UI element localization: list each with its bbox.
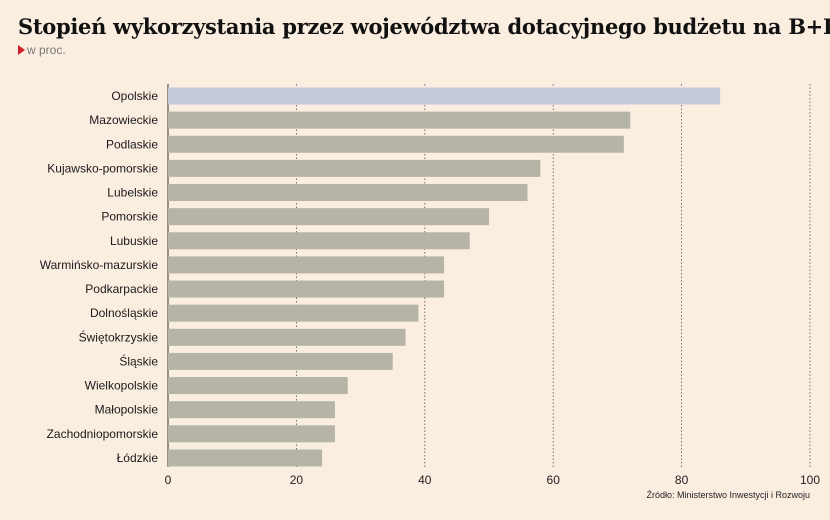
x-axis-ticks: 0 20 40 60 80 100 xyxy=(165,473,821,487)
category-label-7: Warmińsko-mazurskie xyxy=(40,258,159,272)
bar-9 xyxy=(168,304,419,322)
category-label-8: Podkarpackie xyxy=(85,282,158,296)
category-label-13: Małopolskie xyxy=(95,403,159,417)
bar-7 xyxy=(168,256,445,274)
category-label-4: Lubelskie xyxy=(107,186,158,200)
bar-15 xyxy=(168,449,323,467)
x-tick-label-60: 60 xyxy=(547,473,561,487)
bar-11 xyxy=(168,352,393,370)
bar-2 xyxy=(168,135,624,153)
category-label-0: Opolskie xyxy=(111,89,158,103)
chart-title: Stopień wykorzystania przez województwa … xyxy=(18,14,830,39)
category-label-10: Świętokrzyskie xyxy=(79,329,159,344)
x-tick-label-20: 20 xyxy=(290,473,304,487)
bar-5 xyxy=(168,208,489,226)
category-label-3: Kujawsko-pomorskie xyxy=(47,161,158,175)
category-label-15: Łódzkie xyxy=(117,451,159,465)
bar-12 xyxy=(168,377,348,395)
category-label-12: Wielkopolskie xyxy=(85,379,159,393)
category-label-14: Zachodniopomorskie xyxy=(47,427,159,441)
category-label-2: Podlaskie xyxy=(106,137,158,151)
chart-subtitle: w proc. xyxy=(18,42,66,58)
bar-1 xyxy=(168,111,631,129)
category-labels: Opolskie Mazowieckie Podlaskie Kujawsko-pom… xyxy=(40,89,159,465)
bar-8 xyxy=(168,280,445,298)
category-label-5: Pomorskie xyxy=(101,210,158,224)
source-note: Źródło: Ministerstwo Inwestycji i Rozwoj… xyxy=(646,490,810,500)
bar-13 xyxy=(168,401,335,419)
category-label-11: Śląskie xyxy=(119,353,158,368)
x-tick-label-80: 80 xyxy=(675,473,689,487)
bar-14 xyxy=(168,425,335,443)
category-label-6: Lubuskie xyxy=(110,234,158,248)
bar-6 xyxy=(168,232,470,250)
category-label-1: Mazowieckie xyxy=(89,113,158,127)
bar-10 xyxy=(168,328,406,346)
bars xyxy=(168,87,721,467)
unit-label: w proc. xyxy=(27,43,66,57)
bar-4 xyxy=(168,184,528,202)
bar-0 xyxy=(168,87,721,105)
x-tick-label-0: 0 xyxy=(165,473,172,487)
x-tick-label-40: 40 xyxy=(418,473,432,487)
red-triangle-icon xyxy=(18,45,25,55)
x-tick-label-100: 100 xyxy=(800,473,820,487)
bar-3 xyxy=(168,159,541,177)
category-label-9: Dolnośląskie xyxy=(90,306,158,320)
